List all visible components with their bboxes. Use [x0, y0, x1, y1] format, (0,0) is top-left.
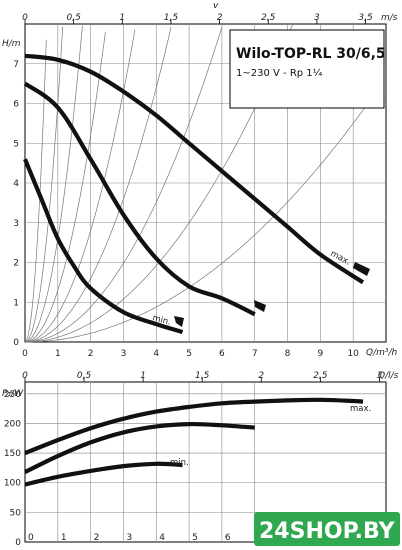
mid-marker	[254, 300, 266, 312]
power-chart-series	[24, 397, 364, 487]
velocity-axis-unit: m/s	[381, 13, 398, 23]
head-curve-0	[24, 53, 365, 285]
y-tick-label: 100	[4, 479, 21, 489]
x-tick-label: 1	[55, 349, 61, 359]
x-tick-label: 9	[317, 349, 323, 359]
watermark-text: 24SHOP.BY	[259, 519, 396, 544]
velocity-tick-label: 1,5	[164, 13, 179, 23]
x-tick-label: 6	[225, 533, 231, 543]
title-box	[229, 29, 385, 109]
velocity-tick-label: 0	[22, 13, 28, 23]
velocity-tick-label: 1	[119, 13, 125, 23]
x-tick-label: 2	[88, 349, 94, 359]
head-curve-2	[23, 158, 184, 335]
watermark-badge	[254, 512, 400, 546]
flow-ls-tick-label: 3	[377, 371, 383, 381]
y-tick-label: 7	[13, 60, 19, 70]
flow-ls-tick-label: 0	[22, 371, 28, 381]
y-tick-label: 5	[13, 139, 19, 149]
power-min-annotation: min.	[170, 458, 189, 468]
velocity-axis-label: v	[213, 1, 219, 11]
velocity-tick-label: 3	[314, 13, 320, 23]
head-chart-x-axis-label: Q/m³/h	[366, 348, 398, 358]
x-tick-label: 4	[159, 533, 165, 543]
head-chart-y-tick-labels: 0 1 2 3 4 5 6 7	[13, 60, 19, 348]
head-curve-1	[23, 81, 256, 317]
flow-ls-tick-label: 2,5	[313, 371, 328, 381]
y-tick-label: 3	[13, 219, 19, 229]
power-curve-1	[24, 421, 255, 474]
head-chart: 0 1 2 3 4 5 6 7 8 9 10 0 1 2 3 4 5 6 7 0 0,5 1 1,5 2 2,5 3 3,5 H…	[2, 1, 398, 359]
chart-title: Wilo-TOP-RL 30/6,5	[236, 46, 386, 62]
flow-ls-axis-label: Q/l/s	[378, 371, 399, 381]
x-tick-label: 10	[347, 349, 359, 359]
y-tick-label: 50	[10, 508, 22, 518]
flow-ls-tick-label: 2	[258, 371, 264, 381]
velocity-tick-label: 0,5	[66, 13, 81, 23]
velocity-tick-label: 2,5	[261, 13, 276, 23]
y-tick-label: 4	[13, 179, 19, 189]
system-curve	[24, 25, 83, 343]
max-marker	[353, 262, 370, 276]
flow-ls-tick-label: 1	[140, 371, 146, 381]
y-tick-label: 1	[13, 298, 19, 308]
y-tick-label: 150	[4, 449, 21, 459]
y-tick-label: 0	[13, 338, 19, 348]
head-chart-y-axis-label: H/m	[2, 39, 21, 49]
flow-ls-tick-label: 1,5	[195, 371, 210, 381]
velocity-tick-label: 2	[217, 13, 223, 23]
x-tick-label: 6	[219, 349, 225, 359]
system-curve	[24, 26, 64, 343]
x-tick-label: 4	[153, 349, 159, 359]
system-curve	[24, 39, 47, 343]
flow-ls-tick-label: 0,5	[77, 371, 92, 381]
power-chart-y-tick-labels: 0 50 100 150 200 250	[4, 390, 21, 548]
min-marker	[174, 316, 184, 327]
x-tick-label: 0	[28, 533, 34, 543]
y-tick-label: 0	[15, 538, 21, 548]
x-tick-label: 2	[94, 533, 100, 543]
system-curve	[24, 29, 136, 343]
flow-ls-axis-tick-labels: 0 0,5 1 1,5 2 2,5 3	[22, 371, 382, 381]
x-tick-label: 1	[61, 533, 67, 543]
velocity-tick-label: 3,5	[358, 13, 373, 23]
chart-subtitle: 1~230 V - Rp 1¼	[236, 67, 323, 79]
system-curves	[24, 25, 385, 343]
x-tick-label: 3	[126, 533, 132, 543]
x-tick-label: 7	[252, 349, 258, 359]
y-tick-label: 200	[4, 419, 21, 429]
y-tick-label: 6	[13, 100, 19, 110]
x-tick-label: 3	[121, 349, 127, 359]
velocity-axis-tick-labels: 0 0,5 1 1,5 2 2,5 3 3,5	[22, 13, 373, 23]
power-curve-0	[24, 397, 364, 456]
y-tick-label: 250	[4, 390, 21, 400]
system-curve	[25, 79, 385, 343]
min-annotation: min.	[151, 313, 172, 328]
y-tick-label: 2	[13, 259, 19, 269]
power-chart-y-axis-label: P₁/W	[2, 389, 24, 399]
x-tick-label: 5	[186, 349, 192, 359]
head-chart-x-tick-labels: 0 1 2 3 4 5 6 7 8 9 10	[22, 349, 359, 359]
x-tick-label: 0	[22, 349, 28, 359]
x-tick-label: 8	[285, 349, 291, 359]
system-curve	[25, 27, 172, 343]
head-chart-series	[23, 53, 365, 335]
system-curve	[25, 27, 223, 343]
x-tick-label: 5	[192, 533, 198, 543]
system-curve	[24, 31, 106, 343]
power-curve-2	[24, 461, 183, 487]
power-max-annotation: max.	[350, 404, 371, 414]
